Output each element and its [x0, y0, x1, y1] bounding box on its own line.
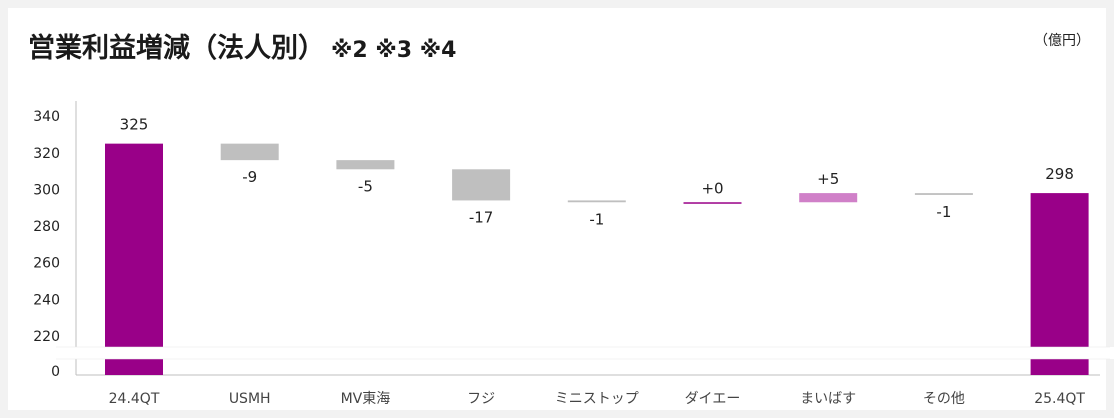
x-tick-label: 25.4QT [1034, 391, 1085, 407]
bar-フジ [452, 169, 511, 201]
x-tick-label: 24.4QT [109, 391, 160, 407]
bar-25.4QT [1030, 193, 1089, 375]
title-text: 営業利益増減（法人別） [28, 33, 325, 64]
bar-ミニストップ [567, 200, 626, 203]
bar-まいばす [799, 193, 858, 203]
axis-break-band [56, 347, 1114, 359]
y-tick-label: 320 [33, 146, 60, 162]
x-tick-label: フジ [467, 391, 495, 407]
data-label: -9 [242, 168, 257, 186]
x-tick-label: USMH [229, 391, 271, 407]
unit-label: （億円） [1034, 33, 1090, 49]
x-tick-label: ミニストップ [555, 391, 639, 407]
bar-USMH [220, 143, 279, 161]
data-label: -1 [589, 210, 604, 228]
chart-card [8, 8, 1106, 410]
bar-ダイエー [683, 202, 742, 204]
y-tick-label: 0 [51, 364, 60, 380]
bar-MV東海 [336, 160, 395, 170]
chart-title: 営業利益増減（法人別） ※2 ※3 ※4 [28, 26, 456, 65]
data-label: -5 [358, 177, 373, 195]
data-label: +5 [817, 170, 839, 188]
x-tick-label: ダイエー [685, 391, 741, 407]
y-tick-label: 280 [33, 219, 60, 235]
bar-その他 [914, 193, 973, 195]
x-tick-label: MV東海 [341, 391, 391, 407]
data-label: +0 [701, 179, 723, 197]
data-label: -1 [936, 203, 951, 221]
title-notes: ※2 ※3 ※4 [331, 38, 457, 63]
x-tick-label: まいばす [800, 391, 856, 407]
y-tick-label: 240 [33, 292, 60, 308]
y-tick-label: 300 [33, 182, 60, 198]
y-tick-label: 260 [33, 256, 60, 272]
data-label: 325 [120, 116, 149, 134]
data-label: -17 [469, 208, 494, 226]
x-tick-label: その他 [923, 391, 965, 407]
y-tick-label: 340 [33, 109, 60, 125]
bar-24.4QT [105, 143, 163, 375]
data-label: 298 [1045, 165, 1074, 183]
y-tick-label: 220 [33, 329, 60, 345]
